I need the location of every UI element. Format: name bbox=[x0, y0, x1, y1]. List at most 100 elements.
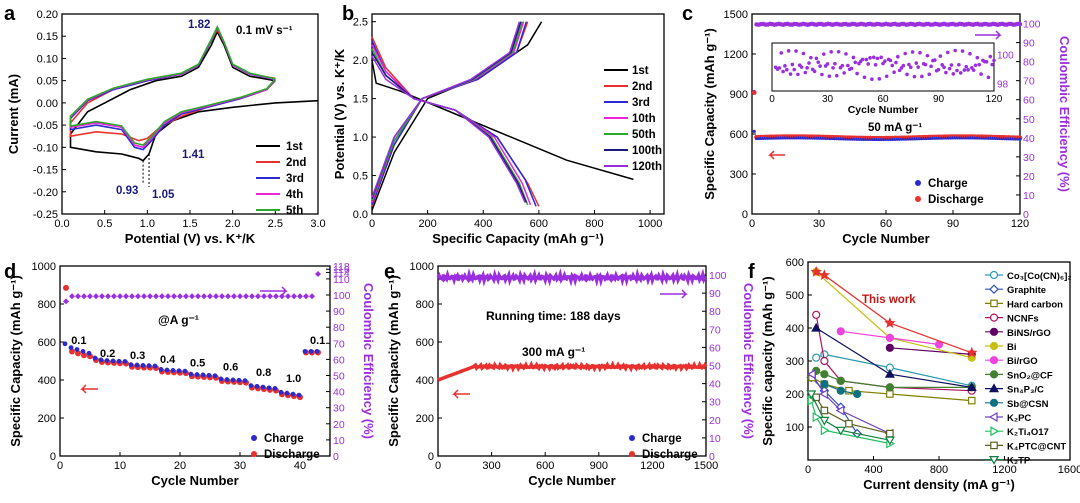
y2-tick-label: 100 bbox=[333, 290, 351, 302]
marker-triangle bbox=[990, 426, 1000, 437]
ce-point bbox=[237, 293, 243, 300]
charge-point bbox=[86, 350, 92, 356]
inset-point bbox=[975, 55, 980, 60]
y2-tick-label: 110 bbox=[333, 274, 350, 286]
inset-point bbox=[892, 70, 896, 75]
charge-curve-3rd bbox=[371, 21, 528, 206]
x-tick-label: 0.5 bbox=[97, 218, 112, 230]
y-tick-label: 800 bbox=[38, 299, 56, 311]
legend-label: Hard carbon bbox=[1007, 299, 1063, 310]
inset-point bbox=[868, 56, 872, 60]
x-tick-label: 800 bbox=[930, 464, 948, 476]
y2-tick-label: 50 bbox=[709, 361, 721, 373]
inset-point bbox=[988, 54, 993, 59]
inset-point bbox=[790, 62, 795, 67]
inset-point bbox=[816, 60, 821, 65]
ce-arrow bbox=[975, 30, 1002, 40]
ce-point bbox=[105, 293, 111, 300]
inset-point bbox=[792, 67, 796, 72]
plot-frame bbox=[371, 13, 665, 215]
inset-point bbox=[966, 68, 970, 72]
running-time-label: Running time: 188 days bbox=[486, 309, 621, 323]
marker-circle bbox=[885, 383, 894, 392]
charge-point bbox=[308, 349, 314, 354]
charge-point bbox=[218, 376, 224, 382]
inset-point bbox=[888, 58, 893, 63]
y2-tick-label: 10 bbox=[1023, 190, 1035, 202]
y2-tick-label: 70 bbox=[333, 338, 345, 350]
marker-circle bbox=[989, 356, 999, 365]
ce-point bbox=[171, 293, 177, 300]
rate-label: 0.2 bbox=[100, 348, 115, 360]
x-tick-label: 0 bbox=[57, 460, 63, 472]
charge-point bbox=[104, 358, 110, 363]
inset-point bbox=[786, 49, 791, 53]
y2-tick-label: 20 bbox=[333, 419, 345, 431]
legend-label: K₂Ti₄O17 bbox=[1007, 427, 1049, 438]
inset-point bbox=[818, 64, 822, 68]
panel-letter: a bbox=[4, 3, 16, 25]
x-tick-label: 1.0 bbox=[140, 218, 155, 230]
y-tick-label: 0.20 bbox=[37, 9, 58, 21]
charge-point bbox=[266, 385, 272, 391]
capacity-arrow bbox=[80, 384, 98, 394]
inset-point bbox=[875, 56, 880, 61]
y-tick-label: 2.0 bbox=[353, 55, 368, 67]
ce-point bbox=[123, 293, 129, 300]
discharge-point bbox=[751, 90, 757, 95]
inset-point bbox=[831, 66, 835, 70]
ce-point bbox=[285, 293, 291, 300]
marker-circle bbox=[820, 356, 829, 366]
y-tick-label: 400 bbox=[416, 375, 434, 387]
legend-label: Bi/rGO bbox=[1007, 356, 1038, 367]
y-axis-label: Specific capacity (mAh g⁻¹) bbox=[760, 276, 775, 445]
inset-point bbox=[862, 75, 867, 80]
x-tick-label: 90 bbox=[947, 218, 959, 230]
y-tick-label: 600 bbox=[416, 337, 434, 349]
charge-point bbox=[98, 357, 104, 363]
y-tick-label: 600 bbox=[730, 129, 748, 141]
inset-point bbox=[877, 77, 882, 81]
marker-square bbox=[820, 406, 829, 415]
panel-letter: e bbox=[384, 261, 395, 283]
legend-marker bbox=[629, 435, 635, 441]
legend-label: 1st bbox=[286, 141, 303, 153]
marker-triangle bbox=[807, 395, 817, 406]
y2-tick-label: 114 bbox=[333, 267, 350, 279]
marker-circle bbox=[989, 341, 999, 351]
inset-x-tick-label: 30 bbox=[822, 94, 834, 105]
x-tick-label: 300 bbox=[482, 460, 500, 472]
inset-point bbox=[788, 72, 793, 76]
y-tick-label: 0 bbox=[428, 451, 434, 463]
discharge-point bbox=[81, 352, 87, 359]
y2-tick-label: 100 bbox=[709, 270, 727, 282]
rate-label: 0.1 bbox=[71, 335, 86, 347]
marker-circle bbox=[853, 389, 862, 399]
legend-marker bbox=[629, 451, 635, 457]
inset-point bbox=[820, 72, 824, 77]
ce-arrow bbox=[660, 289, 688, 299]
x-tick-label: 20 bbox=[174, 460, 186, 472]
inset-point bbox=[973, 63, 978, 68]
x-axis-label: Potential (V) vs. K⁺/K bbox=[125, 231, 256, 246]
legend-label: 3rd bbox=[632, 97, 650, 109]
legend-label: 10th bbox=[632, 113, 656, 125]
ce-point bbox=[195, 293, 201, 300]
rate-label: 0.8 bbox=[256, 367, 271, 379]
charge-point bbox=[188, 371, 194, 377]
y2-tick-label: 100 bbox=[1023, 19, 1041, 31]
charge-point bbox=[1018, 137, 1022, 141]
marker-circle bbox=[836, 386, 845, 395]
y-tick-label: 0.5 bbox=[353, 171, 368, 183]
ce-point bbox=[153, 293, 159, 300]
current-density-label: 300 mA g⁻¹ bbox=[522, 345, 585, 359]
charge-point bbox=[164, 367, 170, 373]
charge-point bbox=[116, 358, 122, 364]
inset-point bbox=[903, 51, 907, 56]
marker-circle bbox=[812, 310, 821, 319]
inset-point bbox=[962, 68, 967, 72]
y2-axis-label: Coulombic Efficiency (%) bbox=[1057, 36, 1072, 192]
rate-label: 0.3 bbox=[130, 350, 145, 362]
inset-point bbox=[923, 62, 928, 67]
